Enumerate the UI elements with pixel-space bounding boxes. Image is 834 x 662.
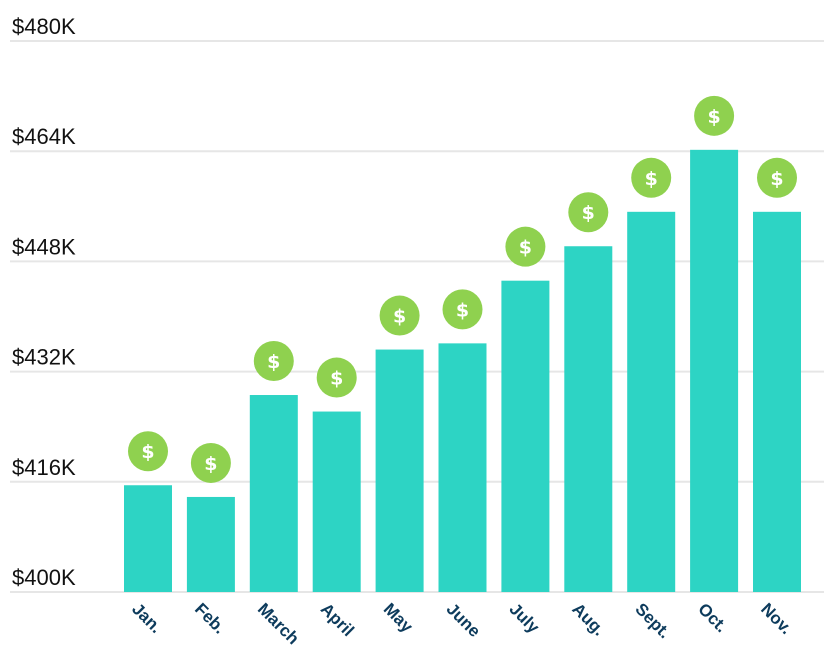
x-tick-label: June <box>443 599 484 640</box>
y-tick-label: $416K <box>12 455 76 480</box>
x-tick-label: July <box>506 599 544 637</box>
x-tick-label: Aug. <box>568 599 608 639</box>
dollar-coin-icon: $ <box>505 226 546 267</box>
coin-circle <box>379 295 420 336</box>
dollar-coin-icon: $ <box>253 341 294 382</box>
dollar-coin-icon: $ <box>757 157 797 198</box>
bar <box>501 280 550 592</box>
dollar-glyph: $ <box>330 368 343 390</box>
bar <box>249 395 298 592</box>
dollar-glyph: $ <box>141 441 154 463</box>
dollar-glyph: $ <box>645 168 658 190</box>
dollar-glyph: $ <box>582 202 595 224</box>
bar <box>186 496 235 592</box>
coin-circle <box>757 157 797 198</box>
x-tick-label: May <box>380 599 417 636</box>
coin-circle <box>128 431 168 472</box>
bar <box>438 343 487 592</box>
bar <box>375 349 424 592</box>
y-tick-label: $448K <box>12 234 76 259</box>
x-tick-label: April <box>317 599 358 640</box>
dollar-glyph: $ <box>204 453 217 475</box>
x-tick-label: Sept. <box>631 599 674 642</box>
dollar-glyph: $ <box>393 306 406 328</box>
y-tick-label: $464K <box>12 124 76 149</box>
bar <box>753 211 801 592</box>
dollar-coin-icon: $ <box>190 442 231 483</box>
bar <box>564 246 613 592</box>
dollar-coin-icon: $ <box>694 95 735 136</box>
dollar-glyph: $ <box>267 351 280 373</box>
dollar-glyph: $ <box>519 237 532 259</box>
coin-circle <box>442 289 483 330</box>
dollar-coin-icon: $ <box>442 289 483 330</box>
dollar-coin-icon: $ <box>631 157 672 198</box>
x-tick-label: March <box>254 599 303 648</box>
dollar-glyph: $ <box>707 106 720 128</box>
dollar-glyph: $ <box>770 168 783 190</box>
dollar-coin-icon: $ <box>379 295 420 336</box>
x-tick-label: Feb. <box>191 599 229 637</box>
y-tick-label: $480K <box>12 14 76 39</box>
coin-circle <box>694 95 735 136</box>
dollar-coin-icon: $ <box>316 357 357 398</box>
y-axis-tick-labels: $400K $416K $432K $448K $464K $480K <box>12 14 76 590</box>
x-axis-month-labels: Jan. Feb. March April May June July Aug. Sept. Oc… <box>128 599 796 648</box>
coin-circle <box>316 357 357 398</box>
bar <box>627 211 676 592</box>
x-tick-label: Nov. <box>757 599 796 638</box>
coin-circle <box>253 341 294 382</box>
coin-circle <box>190 442 231 483</box>
bar <box>124 485 172 592</box>
y-tick-label: $432K <box>12 345 76 370</box>
dollar-coin-markers: $ $ $ $ $ $ $ $ $ $ $ <box>128 95 797 483</box>
coin-circle <box>505 226 546 267</box>
x-tick-label: Oct. <box>694 599 731 636</box>
y-tick-label: $400K <box>12 565 76 590</box>
bar <box>312 411 361 592</box>
coin-circle <box>568 192 609 233</box>
dollar-glyph: $ <box>456 299 469 321</box>
coin-circle <box>631 157 672 198</box>
bar <box>690 149 739 592</box>
dollar-coin-icon: $ <box>128 431 168 472</box>
bars <box>124 149 801 592</box>
x-tick-label: Jan. <box>128 599 165 636</box>
dollar-coin-icon: $ <box>568 192 609 233</box>
